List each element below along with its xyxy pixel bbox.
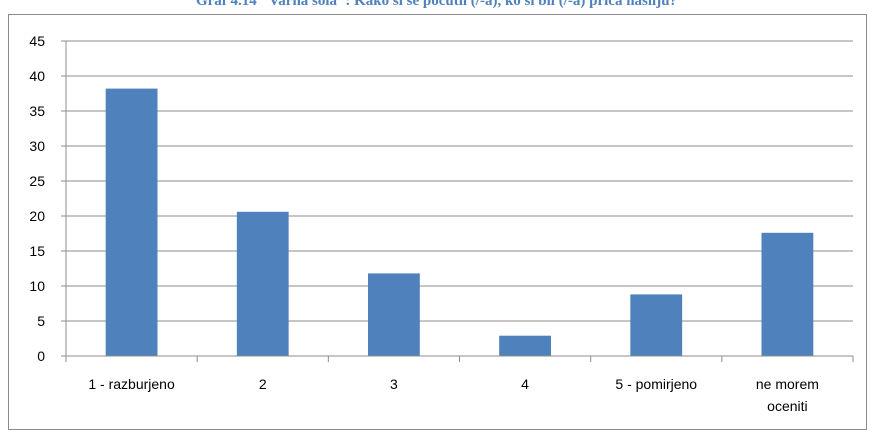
bar [368, 273, 420, 356]
x-tick-label: 2 [259, 376, 267, 392]
y-tick-label: 30 [29, 138, 45, 154]
x-tick-label: 3 [390, 376, 398, 392]
y-tick-label: 45 [29, 33, 45, 49]
y-tick-label: 5 [37, 313, 45, 329]
bar [761, 232, 814, 356]
x-tick-label: 4 [521, 376, 529, 392]
bars [105, 88, 814, 356]
y-tick-label: 0 [37, 348, 45, 364]
chart-title: Graf 4.14 "Varna šola": Kako si se počut… [195, 0, 678, 9]
y-tick-label: 40 [29, 68, 45, 84]
x-tick-label: ne morem oceniti [756, 376, 819, 414]
x-tick-label: 1 - razburjeno [88, 376, 175, 392]
bar [499, 335, 551, 356]
y-tick-label: 15 [29, 243, 45, 259]
chart-frame [8, 14, 867, 430]
y-tick-label: 20 [29, 208, 45, 224]
tick-labels: 0 5 10 15 20 25 30 35 40 45 1 - razburjeno 2 3 4 5 - p… [29, 33, 819, 414]
bar [105, 88, 158, 356]
x-tick-label: 5 - pomirjeno [615, 376, 697, 392]
gridlines [66, 40, 853, 322]
axes [61, 40, 854, 362]
y-tick-label: 35 [29, 103, 45, 119]
bar [236, 211, 289, 356]
y-tick-label: 10 [29, 278, 45, 294]
bar [630, 294, 683, 356]
y-tick-label: 25 [29, 173, 45, 189]
